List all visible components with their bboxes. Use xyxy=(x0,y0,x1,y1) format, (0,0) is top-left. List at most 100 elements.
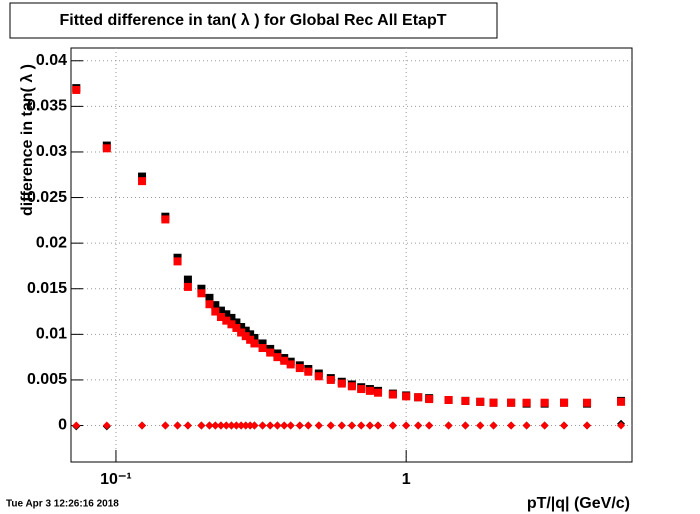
diamond-marker xyxy=(227,421,236,430)
square-marker xyxy=(138,172,147,181)
y-tick-label: 0.04 xyxy=(36,52,67,69)
square-marker xyxy=(425,395,434,404)
square-marker xyxy=(183,275,192,284)
diamond-marker xyxy=(173,421,182,430)
square-marker xyxy=(314,372,323,381)
square-marker xyxy=(222,316,231,325)
square-marker xyxy=(444,395,453,404)
diamond-marker xyxy=(337,421,346,430)
diamond-marker xyxy=(161,421,170,430)
diamond-marker xyxy=(326,421,335,430)
square-marker xyxy=(237,323,246,332)
diamond-marker xyxy=(425,421,434,430)
square-marker xyxy=(183,282,192,291)
diamond-marker xyxy=(72,421,81,430)
square-marker xyxy=(374,388,383,397)
square-marker xyxy=(72,85,81,94)
square-marker xyxy=(286,360,295,369)
y-axis-label: difference in tan( λ ) xyxy=(19,64,36,216)
diamond-marker xyxy=(205,421,214,430)
square-marker xyxy=(476,397,485,406)
diamond-marker xyxy=(222,421,231,430)
diamond-marker xyxy=(266,421,275,430)
square-marker xyxy=(232,318,241,327)
diamond-marker xyxy=(507,421,516,430)
x-tick-label: 1 xyxy=(402,471,411,488)
square-marker xyxy=(461,396,470,405)
square-marker xyxy=(250,339,259,348)
diamond-marker xyxy=(540,421,549,430)
square-marker xyxy=(414,393,423,402)
square-marker xyxy=(237,328,246,337)
square-marker xyxy=(617,397,626,406)
diamond-marker xyxy=(522,421,531,430)
square-marker xyxy=(211,307,220,316)
diamond-marker xyxy=(347,421,356,430)
diamond-marker xyxy=(246,421,255,430)
diamond-marker xyxy=(304,421,313,430)
y-tick-label: 0.015 xyxy=(27,280,67,297)
diamond-marker xyxy=(250,421,259,430)
diamond-marker xyxy=(414,421,423,430)
diamond-marker xyxy=(232,421,241,430)
diamond-marker xyxy=(280,421,289,430)
square-marker xyxy=(337,379,346,388)
diamond-marker xyxy=(216,421,225,430)
square-marker xyxy=(205,293,214,302)
square-marker xyxy=(197,284,206,293)
diamond-marker xyxy=(444,421,453,430)
diamond-marker xyxy=(295,421,304,430)
square-marker xyxy=(365,386,374,395)
square-marker xyxy=(138,177,147,186)
square-marker xyxy=(304,367,313,376)
square-marker xyxy=(326,375,335,384)
diamond-marker xyxy=(314,421,323,430)
diamond-marker xyxy=(197,421,206,430)
y-tick-label: 0.01 xyxy=(36,326,67,343)
square-marker xyxy=(222,310,231,319)
square-marker xyxy=(280,356,289,365)
square-marker xyxy=(489,398,498,407)
square-marker xyxy=(211,301,220,310)
square-marker xyxy=(295,364,304,373)
square-marker xyxy=(560,398,569,407)
square-marker xyxy=(102,144,111,153)
diamond-marker xyxy=(560,421,569,430)
y-tick-label: 0.035 xyxy=(27,98,67,115)
square-marker xyxy=(216,313,225,322)
diamond-marker xyxy=(102,421,111,430)
square-marker xyxy=(540,398,549,407)
square-marker xyxy=(266,348,275,357)
square-marker xyxy=(246,330,255,339)
square-marker xyxy=(388,390,397,399)
x-axis-label: pT/|q| (GeV/c) xyxy=(527,495,630,512)
x-tick-label: 10⁻¹ xyxy=(100,471,132,488)
diamond-marker xyxy=(211,421,220,430)
diamond-marker xyxy=(402,421,411,430)
square-marker xyxy=(347,382,356,391)
diamond-marker xyxy=(374,421,383,430)
diamond-marker xyxy=(183,421,192,430)
square-marker xyxy=(507,398,516,407)
y-tick-label: 0.03 xyxy=(36,143,67,160)
timestamp: Tue Apr 3 12:26:16 2018 xyxy=(6,499,119,510)
square-marker xyxy=(227,313,236,322)
square-marker xyxy=(258,339,267,348)
square-marker xyxy=(173,257,182,266)
diamond-marker xyxy=(286,421,295,430)
y-tick-label: 0.025 xyxy=(27,189,67,206)
diamond-marker xyxy=(365,421,374,430)
square-marker xyxy=(522,398,531,407)
diamond-marker xyxy=(273,421,282,430)
y-tick-label: 0.005 xyxy=(27,371,67,388)
diamond-marker xyxy=(237,421,246,430)
square-marker xyxy=(250,333,259,342)
diamond-marker xyxy=(476,421,485,430)
square-marker xyxy=(241,332,250,341)
square-marker xyxy=(205,300,214,309)
chart-title: Fitted difference in tan( λ ) for Global… xyxy=(60,12,447,29)
diamond-marker xyxy=(388,421,397,430)
square-marker xyxy=(197,289,206,298)
title-box xyxy=(9,2,498,39)
